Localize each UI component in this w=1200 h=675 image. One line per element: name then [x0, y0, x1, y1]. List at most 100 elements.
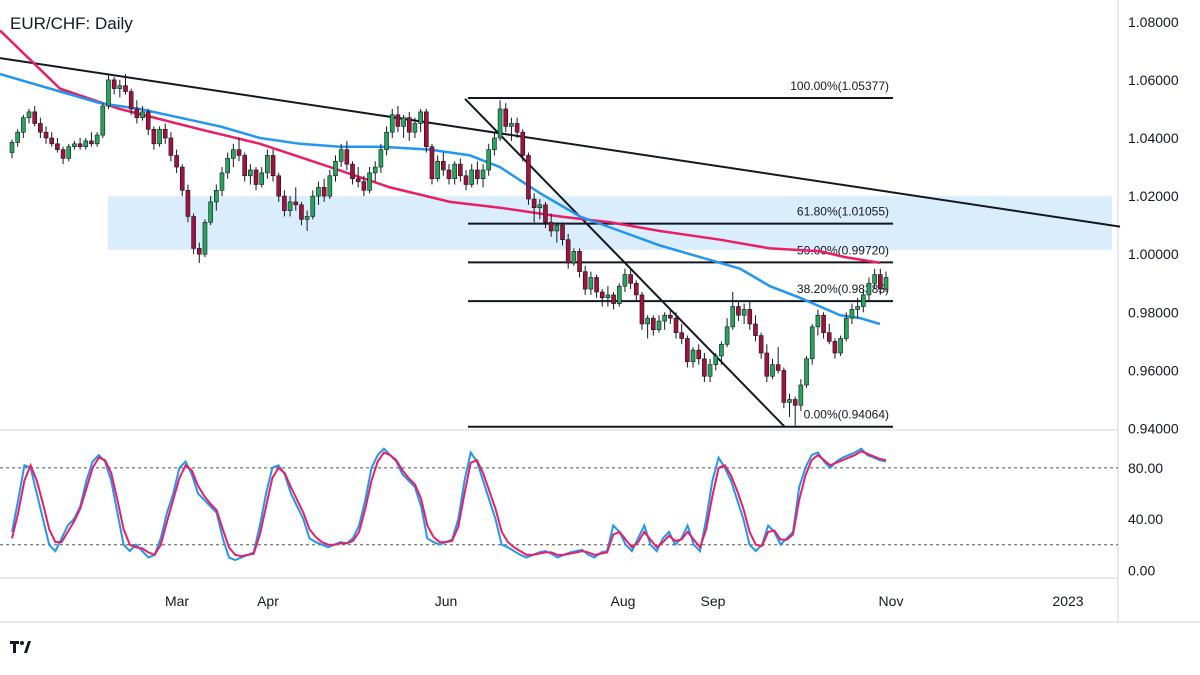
candle-body [389, 114, 395, 133]
candle-body [764, 352, 770, 377]
candle [219, 167, 225, 197]
candle [707, 358, 713, 383]
candle [770, 358, 775, 380]
tradingview-logo[interactable] [10, 640, 32, 654]
candle-body [276, 175, 282, 197]
candle-body [492, 137, 497, 150]
candle-body [9, 142, 15, 153]
candle-body [435, 160, 440, 179]
candle-body [679, 332, 684, 339]
candle-body [140, 111, 145, 118]
candle [571, 248, 577, 266]
candle-body [441, 160, 446, 171]
candle-body [174, 155, 179, 168]
candle [480, 164, 486, 188]
price-tick-label: 1.04000 [1128, 130, 1179, 146]
candle-body [77, 143, 83, 148]
candle [128, 88, 134, 115]
time-tick-label: Nov [879, 593, 904, 609]
oscillator-tick-label: 80.00 [1128, 460, 1163, 476]
candle-body [185, 190, 191, 217]
candle [202, 219, 208, 258]
candle-body [843, 317, 849, 339]
candle-body [724, 326, 730, 345]
candle-body [577, 251, 582, 272]
candle-body [458, 163, 463, 177]
candle [162, 123, 168, 144]
candle-body [832, 341, 838, 354]
candle-body [55, 143, 60, 150]
candle [77, 138, 83, 150]
candle-body [770, 364, 775, 377]
candle [531, 193, 537, 223]
candle-body [463, 175, 469, 185]
candle-body [860, 294, 866, 307]
candle [696, 344, 702, 365]
candle-body [531, 198, 537, 209]
candle [168, 132, 174, 162]
candle [503, 103, 509, 133]
candle-body [38, 123, 43, 133]
candle-body [299, 204, 304, 220]
candle-body [231, 149, 236, 159]
candle [253, 167, 259, 191]
candle [832, 338, 838, 359]
candle-body [128, 91, 134, 110]
candle-body [310, 195, 316, 217]
candle-body [526, 155, 531, 200]
candle [372, 161, 378, 182]
candle-body [333, 160, 338, 177]
candle-body [452, 163, 457, 179]
fib-level-label: 61.80%(1.01055) [797, 205, 889, 219]
candle [236, 138, 242, 162]
candle-body [662, 314, 667, 322]
candle-body [628, 274, 633, 284]
candle-body [639, 294, 645, 325]
candle [492, 132, 497, 156]
candle-body [656, 320, 662, 331]
candle-body [384, 131, 389, 150]
candle-body [106, 79, 111, 107]
candle [185, 184, 191, 223]
candle-body [94, 134, 100, 145]
candle-body [475, 169, 480, 179]
candle-body [316, 187, 321, 197]
candle [469, 164, 475, 188]
price-tick-label: 0.98000 [1128, 304, 1179, 320]
candle-body [713, 355, 719, 365]
candle [713, 353, 719, 371]
candle-body [344, 149, 350, 165]
candle [196, 242, 202, 263]
candle-body [338, 149, 344, 162]
candle-body [66, 146, 72, 159]
candle [872, 268, 877, 290]
candle [821, 312, 826, 339]
candle-body [866, 282, 872, 296]
candle-body [265, 155, 270, 174]
candle-body [747, 309, 753, 325]
candle [9, 139, 15, 159]
candle [616, 283, 622, 307]
candle [429, 143, 435, 185]
candle [38, 117, 43, 139]
candle-body [208, 201, 213, 223]
candle [594, 274, 599, 298]
fibonacci-layer: 100.00%(1.05377) 61.80%(1.01055) 50.00%(0.… [468, 79, 893, 428]
candle [565, 233, 571, 269]
candle-body [883, 277, 889, 290]
price-axis: 1.08000 1.06000 1.04000 1.02000 1.00000 0.980… [1128, 14, 1179, 437]
candle [43, 126, 49, 144]
moving-average-line [0, 29, 881, 265]
candle [838, 335, 843, 356]
candle [338, 143, 344, 168]
candle-body [123, 85, 128, 92]
candle-body [236, 149, 242, 156]
candle-body [100, 105, 106, 136]
candle-body [520, 131, 526, 156]
candle [702, 353, 707, 383]
candle-body [537, 204, 543, 209]
candle [855, 297, 860, 319]
candle-body [804, 358, 809, 386]
time-tick-label: Mar [165, 593, 189, 609]
